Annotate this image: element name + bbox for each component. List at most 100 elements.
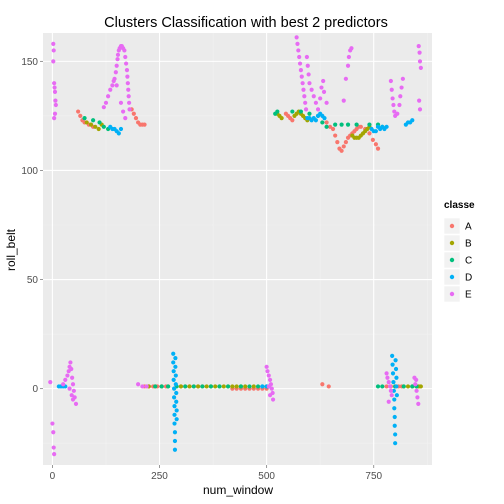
- data-point-B: [213, 384, 218, 389]
- data-point-E: [126, 94, 131, 99]
- data-point-E: [124, 61, 129, 66]
- data-point-E: [309, 87, 314, 92]
- data-point-E: [265, 369, 270, 374]
- data-point-E: [101, 105, 106, 110]
- data-point-B: [88, 122, 94, 127]
- data-point-C: [367, 122, 372, 127]
- data-point-C: [208, 384, 214, 389]
- data-point-A: [333, 133, 338, 138]
- data-point-A: [76, 109, 81, 114]
- data-point-A: [384, 384, 389, 389]
- data-point-C: [238, 384, 244, 389]
- data-point-E: [69, 393, 74, 398]
- data-point-A: [370, 137, 375, 143]
- data-point-C: [166, 384, 171, 389]
- chart-title: Clusters Classification with best 2 pred…: [104, 15, 388, 31]
- data-point-D: [322, 115, 327, 121]
- data-point-E: [387, 384, 393, 389]
- data-point-E: [51, 430, 56, 435]
- data-point-E: [69, 366, 74, 372]
- data-point-E: [269, 386, 274, 391]
- data-point-E: [108, 87, 113, 92]
- data-point-C: [333, 122, 338, 127]
- y-tick-label: 100: [21, 166, 38, 177]
- data-point-C: [183, 384, 188, 389]
- data-point-D: [172, 412, 177, 417]
- data-point-D: [172, 430, 178, 435]
- data-point-D: [172, 438, 178, 444]
- data-point-E: [417, 98, 422, 103]
- data-point-E: [122, 48, 127, 53]
- data-point-C: [380, 384, 385, 389]
- data-point-E: [386, 379, 391, 385]
- data-point-E: [417, 50, 422, 55]
- data-point-B: [195, 384, 201, 389]
- data-point-E: [417, 107, 423, 112]
- data-point-D: [171, 386, 177, 391]
- data-point-E: [303, 100, 308, 105]
- data-point-D: [391, 388, 396, 393]
- data-point-E: [126, 87, 131, 92]
- data-point-E: [297, 54, 302, 60]
- data-point-D: [171, 395, 177, 400]
- data-point-D: [174, 390, 179, 396]
- data-point-D: [390, 353, 395, 359]
- data-point-E: [115, 57, 120, 62]
- data-point-E: [413, 382, 418, 387]
- data-point-E: [311, 94, 316, 99]
- data-point-D: [118, 126, 124, 132]
- data-point-D: [171, 360, 176, 365]
- data-point-D: [171, 369, 176, 374]
- data-point-C: [217, 384, 222, 389]
- data-point-D: [313, 118, 318, 123]
- data-point-E: [73, 401, 79, 407]
- data-point-A: [330, 126, 336, 132]
- x-axis-title: num_window: [203, 483, 273, 497]
- data-point-B: [187, 384, 192, 389]
- data-point-E: [297, 61, 303, 66]
- data-point-E: [52, 81, 57, 86]
- data-point-E: [388, 78, 393, 84]
- data-point-E: [414, 388, 419, 393]
- data-point-B: [96, 126, 101, 132]
- data-point-E: [52, 85, 57, 90]
- data-point-E: [416, 43, 421, 49]
- data-point-E: [398, 94, 403, 99]
- data-point-E: [70, 382, 76, 387]
- y-tick-label: 150: [21, 57, 38, 68]
- data-point-C: [82, 115, 87, 121]
- data-point-D: [394, 393, 399, 398]
- data-point-B: [251, 384, 256, 389]
- data-point-E: [397, 102, 402, 108]
- data-point-D: [394, 384, 399, 389]
- data-point-A: [358, 124, 363, 129]
- legend-item-D: D: [443, 268, 472, 286]
- data-point-E: [114, 83, 119, 88]
- data-point-E: [391, 102, 396, 108]
- data-point-D: [174, 417, 179, 422]
- data-point-E: [300, 81, 305, 86]
- data-point-E: [144, 384, 149, 389]
- data-point-C: [275, 109, 280, 114]
- data-point-E: [53, 98, 58, 103]
- data-point-C: [200, 384, 205, 389]
- data-point-E: [125, 74, 130, 79]
- data-point-E: [386, 399, 391, 404]
- data-point-E: [123, 115, 128, 121]
- data-point-E: [299, 74, 304, 79]
- data-point-D: [392, 406, 397, 411]
- data-point-B: [234, 384, 239, 389]
- data-point-B: [84, 120, 89, 125]
- data-point-D: [172, 421, 177, 426]
- legend-label: E: [465, 290, 472, 301]
- data-point-D: [392, 423, 397, 428]
- data-point-E: [53, 102, 58, 108]
- data-point-E: [103, 100, 109, 105]
- data-point-E: [110, 83, 115, 88]
- data-point-D: [174, 399, 179, 404]
- data-point-E: [304, 54, 309, 60]
- data-point-A: [343, 139, 348, 145]
- legend-label: A: [465, 222, 472, 233]
- data-point-E: [390, 96, 395, 101]
